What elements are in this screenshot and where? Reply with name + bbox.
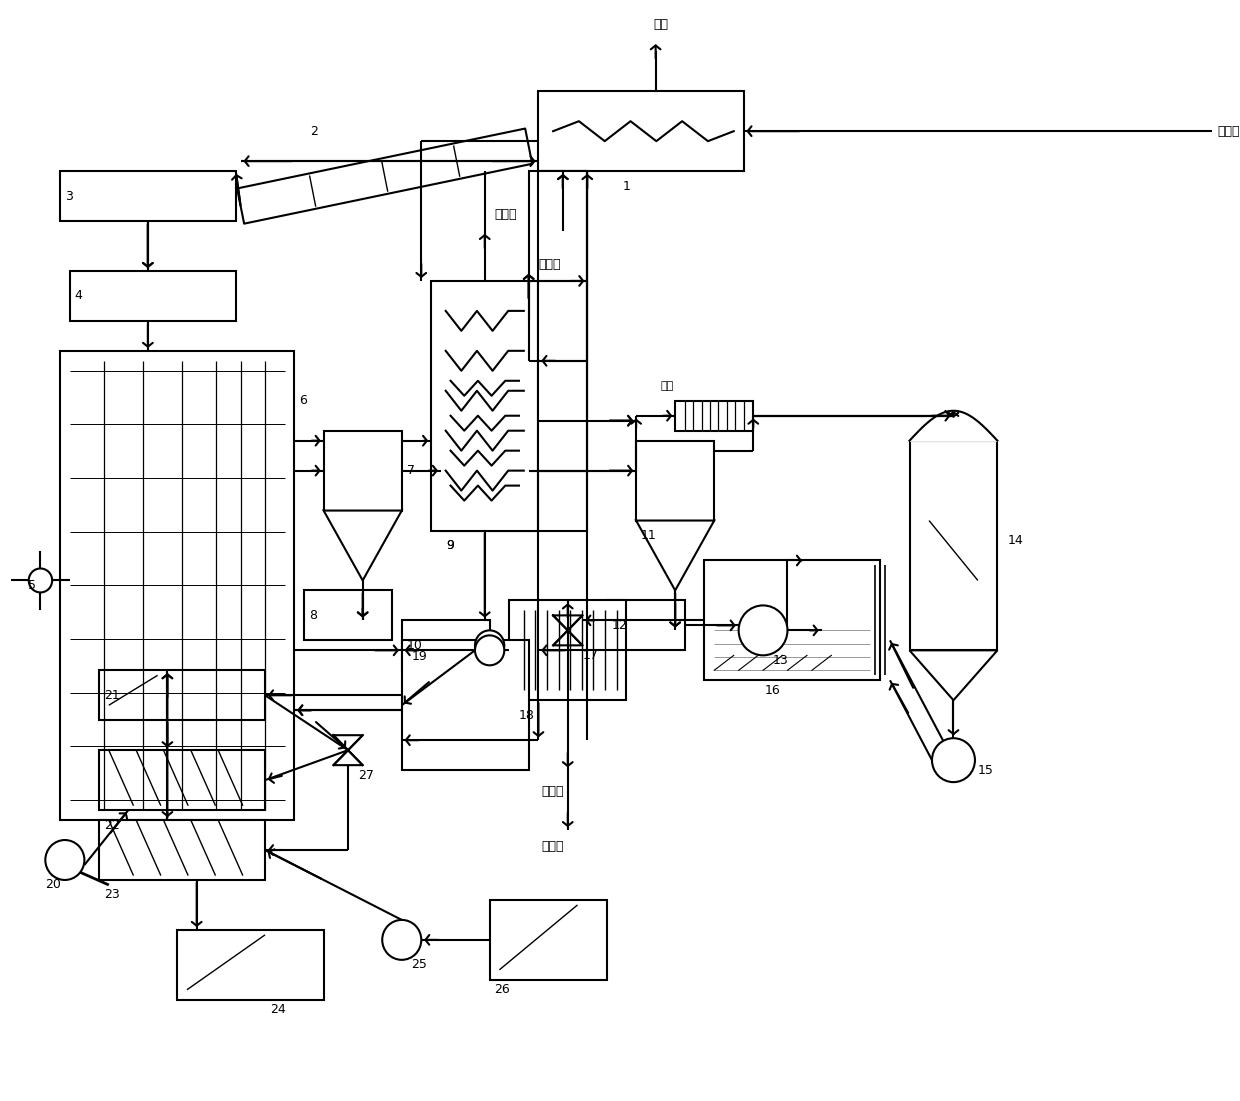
Text: 排空: 排空 <box>653 19 668 31</box>
Text: 21: 21 <box>104 689 120 701</box>
Bar <box>606 600 684 651</box>
Text: 6: 6 <box>299 394 308 407</box>
Bar <box>909 440 997 651</box>
Text: 供燃气: 供燃气 <box>542 785 564 798</box>
Text: 生物质: 生物质 <box>1218 124 1240 138</box>
Text: 26: 26 <box>495 983 511 996</box>
Text: 2: 2 <box>310 124 317 138</box>
Text: 供热水: 供热水 <box>495 208 517 221</box>
Bar <box>177 930 324 1000</box>
Text: 23: 23 <box>104 889 120 902</box>
Circle shape <box>382 920 422 960</box>
Bar <box>69 271 236 320</box>
Circle shape <box>46 840 84 880</box>
Bar <box>675 401 753 430</box>
Bar <box>402 641 528 770</box>
Bar <box>432 281 538 531</box>
Text: 12: 12 <box>611 619 627 632</box>
Bar <box>490 900 606 980</box>
Circle shape <box>29 568 52 592</box>
Text: 25: 25 <box>412 958 428 971</box>
Text: 22: 22 <box>104 818 120 831</box>
Text: 24: 24 <box>270 1003 285 1016</box>
Bar <box>528 171 588 531</box>
Bar <box>60 351 294 820</box>
Bar <box>402 620 490 671</box>
Bar <box>704 560 880 680</box>
Polygon shape <box>636 521 714 590</box>
Polygon shape <box>324 511 402 580</box>
Text: 16: 16 <box>765 684 781 697</box>
Text: 9: 9 <box>446 539 455 552</box>
Bar <box>304 590 392 641</box>
Text: 14: 14 <box>1007 534 1023 547</box>
Text: 11: 11 <box>641 528 657 542</box>
Circle shape <box>932 738 975 782</box>
Circle shape <box>475 635 505 665</box>
Text: 供燃气: 供燃气 <box>542 840 564 853</box>
Text: 20: 20 <box>46 879 61 892</box>
Text: 10: 10 <box>407 639 423 652</box>
Bar <box>510 600 626 700</box>
Text: 供热水: 供热水 <box>538 258 560 271</box>
Text: 27: 27 <box>358 768 373 782</box>
Text: 5: 5 <box>27 579 36 592</box>
Bar <box>538 171 588 470</box>
Circle shape <box>475 631 505 661</box>
Text: 19: 19 <box>412 651 428 663</box>
Text: 8: 8 <box>309 609 317 622</box>
Text: 9: 9 <box>446 539 455 552</box>
Text: 4: 4 <box>74 290 83 303</box>
Text: 15: 15 <box>978 764 993 776</box>
Circle shape <box>739 606 787 655</box>
Bar <box>60 171 236 221</box>
Text: 17: 17 <box>583 648 598 662</box>
Text: 18: 18 <box>518 709 534 722</box>
Bar <box>324 430 402 511</box>
Bar <box>99 820 265 880</box>
Text: 3: 3 <box>64 189 73 203</box>
Text: 7: 7 <box>407 465 414 477</box>
Polygon shape <box>909 651 997 700</box>
Bar <box>99 750 265 810</box>
Bar <box>440 361 528 531</box>
Bar <box>538 91 744 171</box>
Text: 1: 1 <box>622 179 630 193</box>
Text: 13: 13 <box>773 654 789 667</box>
Bar <box>99 671 265 720</box>
Bar <box>636 440 714 521</box>
Text: 冷凝: 冷凝 <box>661 381 673 391</box>
